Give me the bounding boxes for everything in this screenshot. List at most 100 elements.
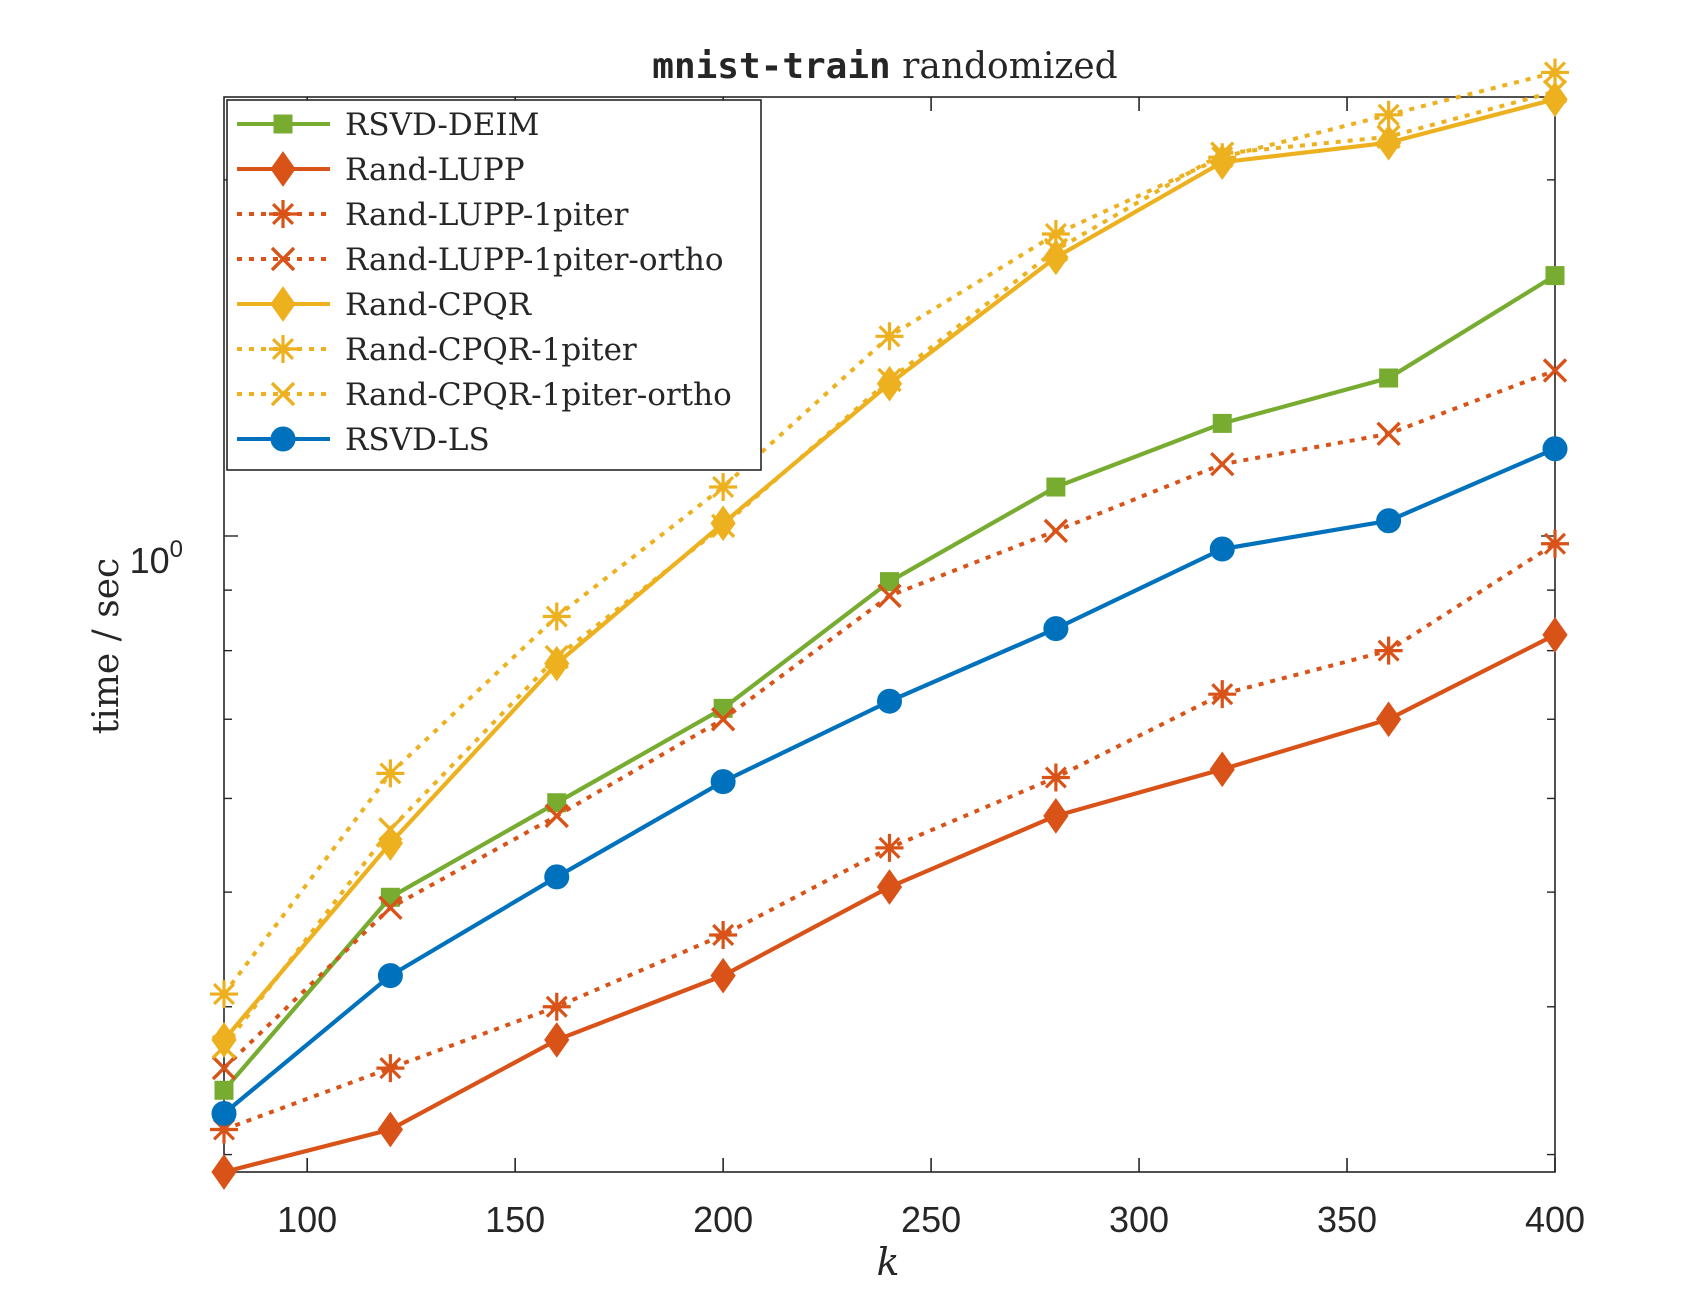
y-tick-label: 100 [130,536,183,581]
legend-label: RSVD-LS [345,422,490,458]
data-point [1374,636,1403,665]
data-point [377,1111,403,1148]
chart-title-text: randomized [891,46,1118,87]
data-point [544,1022,570,1058]
legend-marker [270,286,296,322]
legend-marker [270,381,296,407]
data-point [710,957,736,994]
data-point [1379,368,1399,388]
x-tick-label: 150 [485,1199,545,1240]
data-point [376,1054,405,1083]
data-point [214,1080,234,1100]
y-axis-label: time / sec [86,558,127,734]
x-tick-label: 300 [1109,1199,1169,1240]
data-point [211,1100,237,1126]
data-point [544,644,569,670]
data-point [1043,239,1069,276]
data-point [1043,518,1069,544]
series-7 [211,436,1568,1126]
data-point [1209,751,1235,788]
legend-entry: Rand-LUPP [237,151,525,188]
legend-marker [269,200,297,228]
legend-box [226,99,762,471]
data-point [1210,141,1235,166]
x-axis-label: k [876,1240,899,1284]
legend-entry: RSVD-LS [237,422,490,458]
series-1 [211,616,1568,1190]
data-point [1542,436,1568,462]
legend-label: Rand-CPQR-1piter [345,332,637,368]
data-point [378,895,403,920]
data-point [547,793,567,813]
legend-entry: Rand-LUPP-1piter [237,197,629,233]
data-point [1209,536,1235,562]
data-point [1542,358,1568,383]
data-point [1374,100,1403,129]
legend-marker [270,246,296,272]
series-5 [210,58,1569,1009]
series-2 [210,529,1569,1144]
data-point [875,322,904,351]
series-3 [211,358,1568,1081]
x-tick-label: 350 [1317,1199,1377,1240]
data-point [1043,798,1069,834]
data-point [709,473,738,502]
chart-title-code: mnist-train [652,46,890,87]
data-point [544,864,570,890]
x-tick-label: 100 [277,1199,337,1240]
data-point [211,1055,237,1081]
data-point [1541,58,1569,87]
legend-entry: Rand-CPQR-1piter-ortho [237,377,732,413]
data-point [709,920,738,949]
data-point [877,583,902,609]
data-point [1041,219,1070,248]
data-point [1541,529,1569,558]
legend-marker [269,335,297,363]
data-point [377,963,403,989]
data-point [1210,451,1235,477]
data-point [211,1154,237,1190]
x-tick-label: 250 [901,1199,961,1240]
data-point [710,769,736,795]
data-point [1043,237,1069,263]
data-point [880,572,899,592]
series-layer [210,58,1569,1190]
data-point [1542,79,1568,104]
data-point [1376,124,1401,149]
legend-label: Rand-LUPP-1piter [345,197,629,233]
series-0 [214,266,1565,1100]
data-point [376,759,405,788]
data-point [1545,266,1565,286]
legend-label: Rand-CPQR-1piter-ortho [345,377,732,413]
data-point [544,803,569,829]
data-point [1208,143,1237,172]
data-point [710,513,736,539]
legend-marker [270,426,296,452]
legend-marker [273,114,293,134]
data-point [1041,763,1070,792]
legend-entry: Rand-LUPP-1piter-ortho [237,242,723,278]
data-point [210,1115,238,1144]
chart-title: mnist-train randomized [652,46,1117,87]
data-point [1376,124,1402,161]
data-point [1376,701,1402,738]
data-point [378,817,403,842]
data-point [1208,680,1237,709]
data-point [542,992,571,1021]
legend-label: RSVD-DEIM [345,107,539,143]
data-point [1046,477,1066,497]
legend-entry: Rand-CPQR-1piter [237,332,637,368]
legend-marker [270,151,296,187]
legend-entry: Rand-CPQR [237,286,533,323]
data-point [875,833,904,862]
data-point [544,645,570,682]
series-6 [211,79,1568,1060]
legend: RSVD-DEIM Rand-LUPP Rand-LUPP-1piter Rand-L… [226,99,762,471]
data-point [876,869,903,905]
data-point [210,980,238,1009]
legend-label: Rand-LUPP [345,152,525,188]
data-point [1376,508,1402,534]
legend-entry: RSVD-DEIM [237,107,539,143]
x-tick-label: 200 [693,1199,753,1240]
